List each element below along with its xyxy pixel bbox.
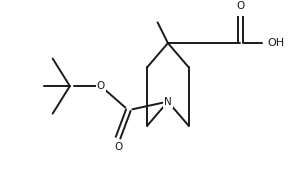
Text: O: O bbox=[97, 81, 105, 91]
Text: OH: OH bbox=[268, 38, 285, 48]
Text: O: O bbox=[114, 142, 122, 152]
Text: N: N bbox=[164, 97, 172, 107]
Text: O: O bbox=[236, 1, 244, 11]
